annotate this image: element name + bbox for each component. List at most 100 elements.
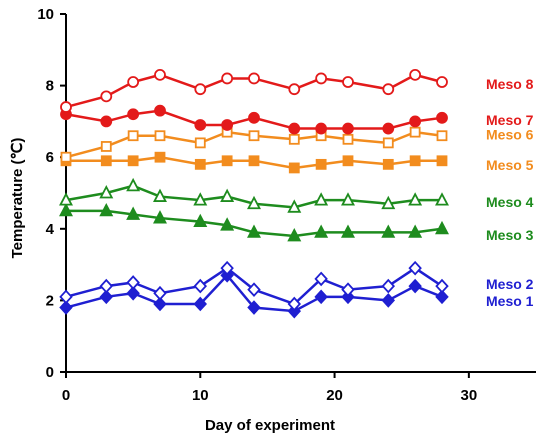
data-point-square [154,130,166,142]
data-point-square [127,130,139,142]
data-point-square [342,155,354,167]
data-point-square [288,162,300,174]
data-point-diamond [408,278,422,294]
data-point-square [288,133,300,145]
data-point-circle [194,83,207,96]
x-tick-label: 10 [192,387,209,404]
data-point-triangle [59,202,73,217]
data-point-square [409,126,421,138]
data-point-square [409,155,421,167]
data-point-diamond [59,300,73,315]
data-point-diamond [408,260,422,276]
data-point-circle [154,104,166,117]
data-point-circle [248,72,260,85]
data-point-square [342,133,354,145]
series-meso-4 [59,177,449,213]
data-point-triangle [287,228,302,242]
data-point-triangle [153,188,167,202]
data-point-triangle [247,224,261,238]
data-point-triangle [408,192,423,206]
series-label: Meso 7 [486,112,534,128]
data-point-triangle [59,192,73,206]
data-point-triangle [408,224,423,238]
data-point-circle [342,122,354,135]
data-point-square [382,137,394,149]
data-point-triangle [287,199,302,213]
data-point-diamond [99,289,114,305]
data-point-circle [382,83,395,96]
data-point-circle [100,115,113,128]
series-label: Meso 1 [486,293,534,309]
data-point-triangle [220,188,235,202]
data-point-circle [436,111,448,124]
series-meso-5 [60,151,448,174]
x-tick-label: 0 [62,387,70,404]
y-axis-title: Temperature (℃) [9,138,26,259]
data-point-circle [288,122,301,135]
data-point-square [382,158,394,170]
data-point-circle [154,68,166,81]
data-point-circle [100,90,113,103]
y-tick-label: 6 [46,149,54,166]
x-tick-label: 30 [461,387,478,404]
series-label: Meso 8 [486,76,534,92]
data-point-triangle [381,224,396,238]
data-point-square [60,151,72,163]
data-point-triangle [314,192,329,206]
data-point-square [436,130,448,142]
data-point-circle [127,76,140,88]
data-point-circle [409,115,422,128]
data-point-circle [60,101,72,113]
data-point-circle [194,119,207,131]
data-point-diamond [220,260,234,276]
data-point-square [221,155,233,167]
series-meso-7 [60,104,448,135]
data-point-diamond [287,296,302,312]
y-tick-label: 4 [46,221,55,238]
data-point-triangle [220,217,235,231]
data-point-circle [248,111,260,124]
data-point-diamond [341,282,355,297]
data-point-circle [382,122,395,135]
data-point-square [436,155,448,167]
data-point-triangle [99,185,114,199]
data-point-circle [315,72,328,85]
data-point-circle [221,119,234,131]
data-point-square [127,155,139,167]
data-point-triangle [341,224,355,238]
data-point-diamond [247,300,261,315]
data-point-diamond [247,282,261,297]
data-point-triangle [381,195,396,210]
data-point-diamond [381,278,396,294]
data-point-diamond [435,289,449,305]
data-point-diamond [153,296,167,312]
series-meso-1 [59,268,449,319]
data-point-circle [221,72,234,85]
series-meso-6 [60,126,448,163]
data-point-circle [288,83,301,96]
series-label: Meso 6 [486,127,534,143]
series-meso-3 [59,202,449,242]
y-tick-label: 8 [46,78,54,95]
data-point-triangle [193,192,208,206]
data-point-triangle [247,195,261,210]
data-point-diamond [314,289,328,305]
series-meso-8 [60,68,448,113]
data-point-diamond [314,271,328,287]
series-label: Meso 4 [486,194,534,210]
series-label: Meso 5 [486,157,534,173]
data-point-triangle [341,192,355,206]
data-point-triangle [435,220,449,235]
data-point-circle [409,68,422,81]
data-point-square [100,155,112,167]
data-point-diamond [99,278,114,294]
data-point-circle [436,76,448,88]
data-point-square [194,137,206,149]
data-point-diamond [153,285,167,301]
data-point-triangle [314,224,329,238]
axes: 0 2 4 6 8 10 0 10 20 30 [37,6,536,404]
data-point-square [248,130,260,142]
